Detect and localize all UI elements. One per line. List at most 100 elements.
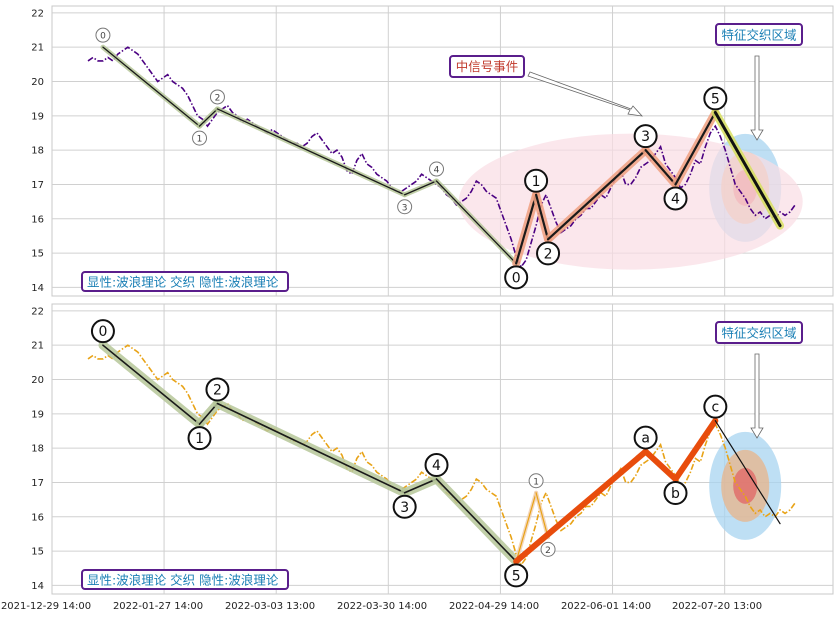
y-tick-label: 22 [31, 306, 44, 317]
caption-text: 显性:波浪理论 交织 隐性:波浪理论 [87, 275, 279, 290]
caption-text: 显性:波浪理论 交织 隐性:波浪理论 [87, 573, 279, 588]
wave-marker-label: 3 [402, 203, 408, 213]
wave-marker-label: 1 [532, 174, 541, 190]
wave-segment [546, 149, 647, 241]
wave-marker-label: 2 [544, 246, 553, 262]
signal-label-text: 中信号事件 [456, 59, 519, 74]
wave-marker-circle [663, 481, 688, 506]
y-tick-label: 21 [31, 43, 44, 54]
wave-segment [198, 108, 219, 127]
x-tick-label: 2022-03-30 14:00 [337, 601, 427, 612]
wave-marker-label: 0 [98, 324, 107, 340]
wave-segment [216, 108, 406, 196]
wave-marker-circle [703, 86, 728, 111]
y-tick-label: 14 [31, 283, 44, 294]
wave-marker-circle [528, 473, 544, 489]
x-tick-label: 2022-01-27 14:00 [113, 601, 203, 612]
wave-segment [102, 344, 201, 425]
wave-marker-circle [504, 563, 529, 588]
y-tick-label: 16 [31, 512, 44, 523]
wave-segment [535, 492, 549, 538]
wave-marker-label: 2 [213, 383, 222, 399]
caption-box [81, 569, 289, 590]
y-tick-label: 18 [31, 146, 44, 157]
y-tick-label: 20 [31, 77, 44, 88]
wave-segment [216, 402, 406, 494]
wave-marker-label: 5 [512, 568, 521, 584]
wave-segment [642, 448, 679, 483]
wave-marker-circle [524, 168, 549, 193]
wave-segment [672, 417, 719, 483]
wave-segment [674, 111, 717, 186]
wave-marker-circle [95, 27, 111, 43]
wave-marker-label: 2 [215, 93, 221, 103]
wave-marker-circle [424, 453, 449, 478]
wave-marker-circle [663, 186, 688, 211]
wave-marker-circle [90, 319, 115, 344]
y-tick-label: 14 [31, 581, 44, 592]
wave-segment [534, 193, 550, 241]
wave-marker-circle [392, 494, 417, 519]
wave-marker-circle [633, 425, 658, 450]
plot-area [51, 303, 834, 595]
zone-arrow [750, 55, 764, 141]
y-tick-label: 17 [31, 180, 44, 191]
wave-marker-label: c [711, 400, 719, 416]
x-tick-label: 2022-07-20 13:00 [672, 601, 762, 612]
y-tick-label: 15 [31, 547, 44, 558]
wave-marker-label: 2 [545, 546, 551, 556]
wave-marker-label: 4 [432, 458, 441, 474]
x-tick-label: 2022-03-03 13:00 [225, 601, 315, 612]
zone-ellipse-core [733, 467, 758, 504]
wave-marker-circle [504, 265, 529, 290]
wave-marker-circle [429, 161, 445, 177]
y-tick-label: 18 [31, 444, 44, 455]
wave-marker-label: 3 [641, 129, 650, 145]
y-tick-label: 19 [31, 111, 44, 122]
wave-segment [404, 180, 438, 196]
wave-marker-label: 0 [100, 32, 106, 42]
zone-label-box [715, 321, 803, 344]
wave-marker-label: b [671, 486, 680, 502]
wave-marker-circle [540, 541, 556, 557]
wave-segment [515, 193, 538, 265]
wave-marker-label: 3 [400, 500, 409, 516]
signal-label-box [449, 55, 525, 78]
wave-marker-label: 4 [671, 191, 680, 207]
x-tick-label: 2022-04-29 14:00 [449, 601, 539, 612]
y-tick-label: 22 [31, 8, 44, 19]
x-tick-label: 2022-06-01 14:00 [561, 601, 651, 612]
caption-box [81, 271, 289, 292]
wave-segment [714, 420, 781, 525]
wave-marker-circle [187, 426, 212, 451]
wave-segment [513, 448, 649, 565]
y-tick-label: 21 [31, 341, 44, 352]
wave-segment [435, 478, 517, 563]
wave-segment [403, 478, 438, 494]
wave-segment [713, 110, 782, 228]
wave-marker-label: a [641, 431, 650, 447]
wave-marker-circle [703, 394, 728, 419]
panel-2: 14 15 16 17 18 19 20 21 22 0 1 2 3 4 5 1 2 a b c 显性:波浪理论 交织 … [1, 303, 834, 612]
y-tick-label: 15 [31, 249, 44, 260]
wave-segment [102, 46, 201, 127]
y-tick-label: 20 [31, 375, 44, 386]
wave-marker-label: 0 [512, 270, 521, 286]
zone-label-text: 特征交织区域 [721, 28, 796, 43]
wave-marker-circle [397, 199, 413, 215]
wave-marker-label: 1 [533, 477, 539, 487]
zone-arrow [750, 353, 764, 439]
wave-marker-circle [633, 124, 658, 149]
wave-marker-circle [205, 377, 230, 402]
x-tick-label: 2021-12-29 14:00 [1, 601, 91, 612]
zone-label-text: 特征交织区域 [721, 326, 796, 341]
wave-marker-label: 5 [711, 91, 720, 107]
wave-segment [198, 402, 219, 425]
zone-label-box [715, 23, 803, 46]
y-tick-label: 16 [31, 214, 44, 225]
wave-marker-circle [536, 241, 561, 266]
y-tick-label: 19 [31, 409, 44, 420]
wave-marker-circle [209, 89, 225, 105]
panel-1: 141516171819202122012345012345显性:波浪理论 交织… [31, 5, 834, 297]
